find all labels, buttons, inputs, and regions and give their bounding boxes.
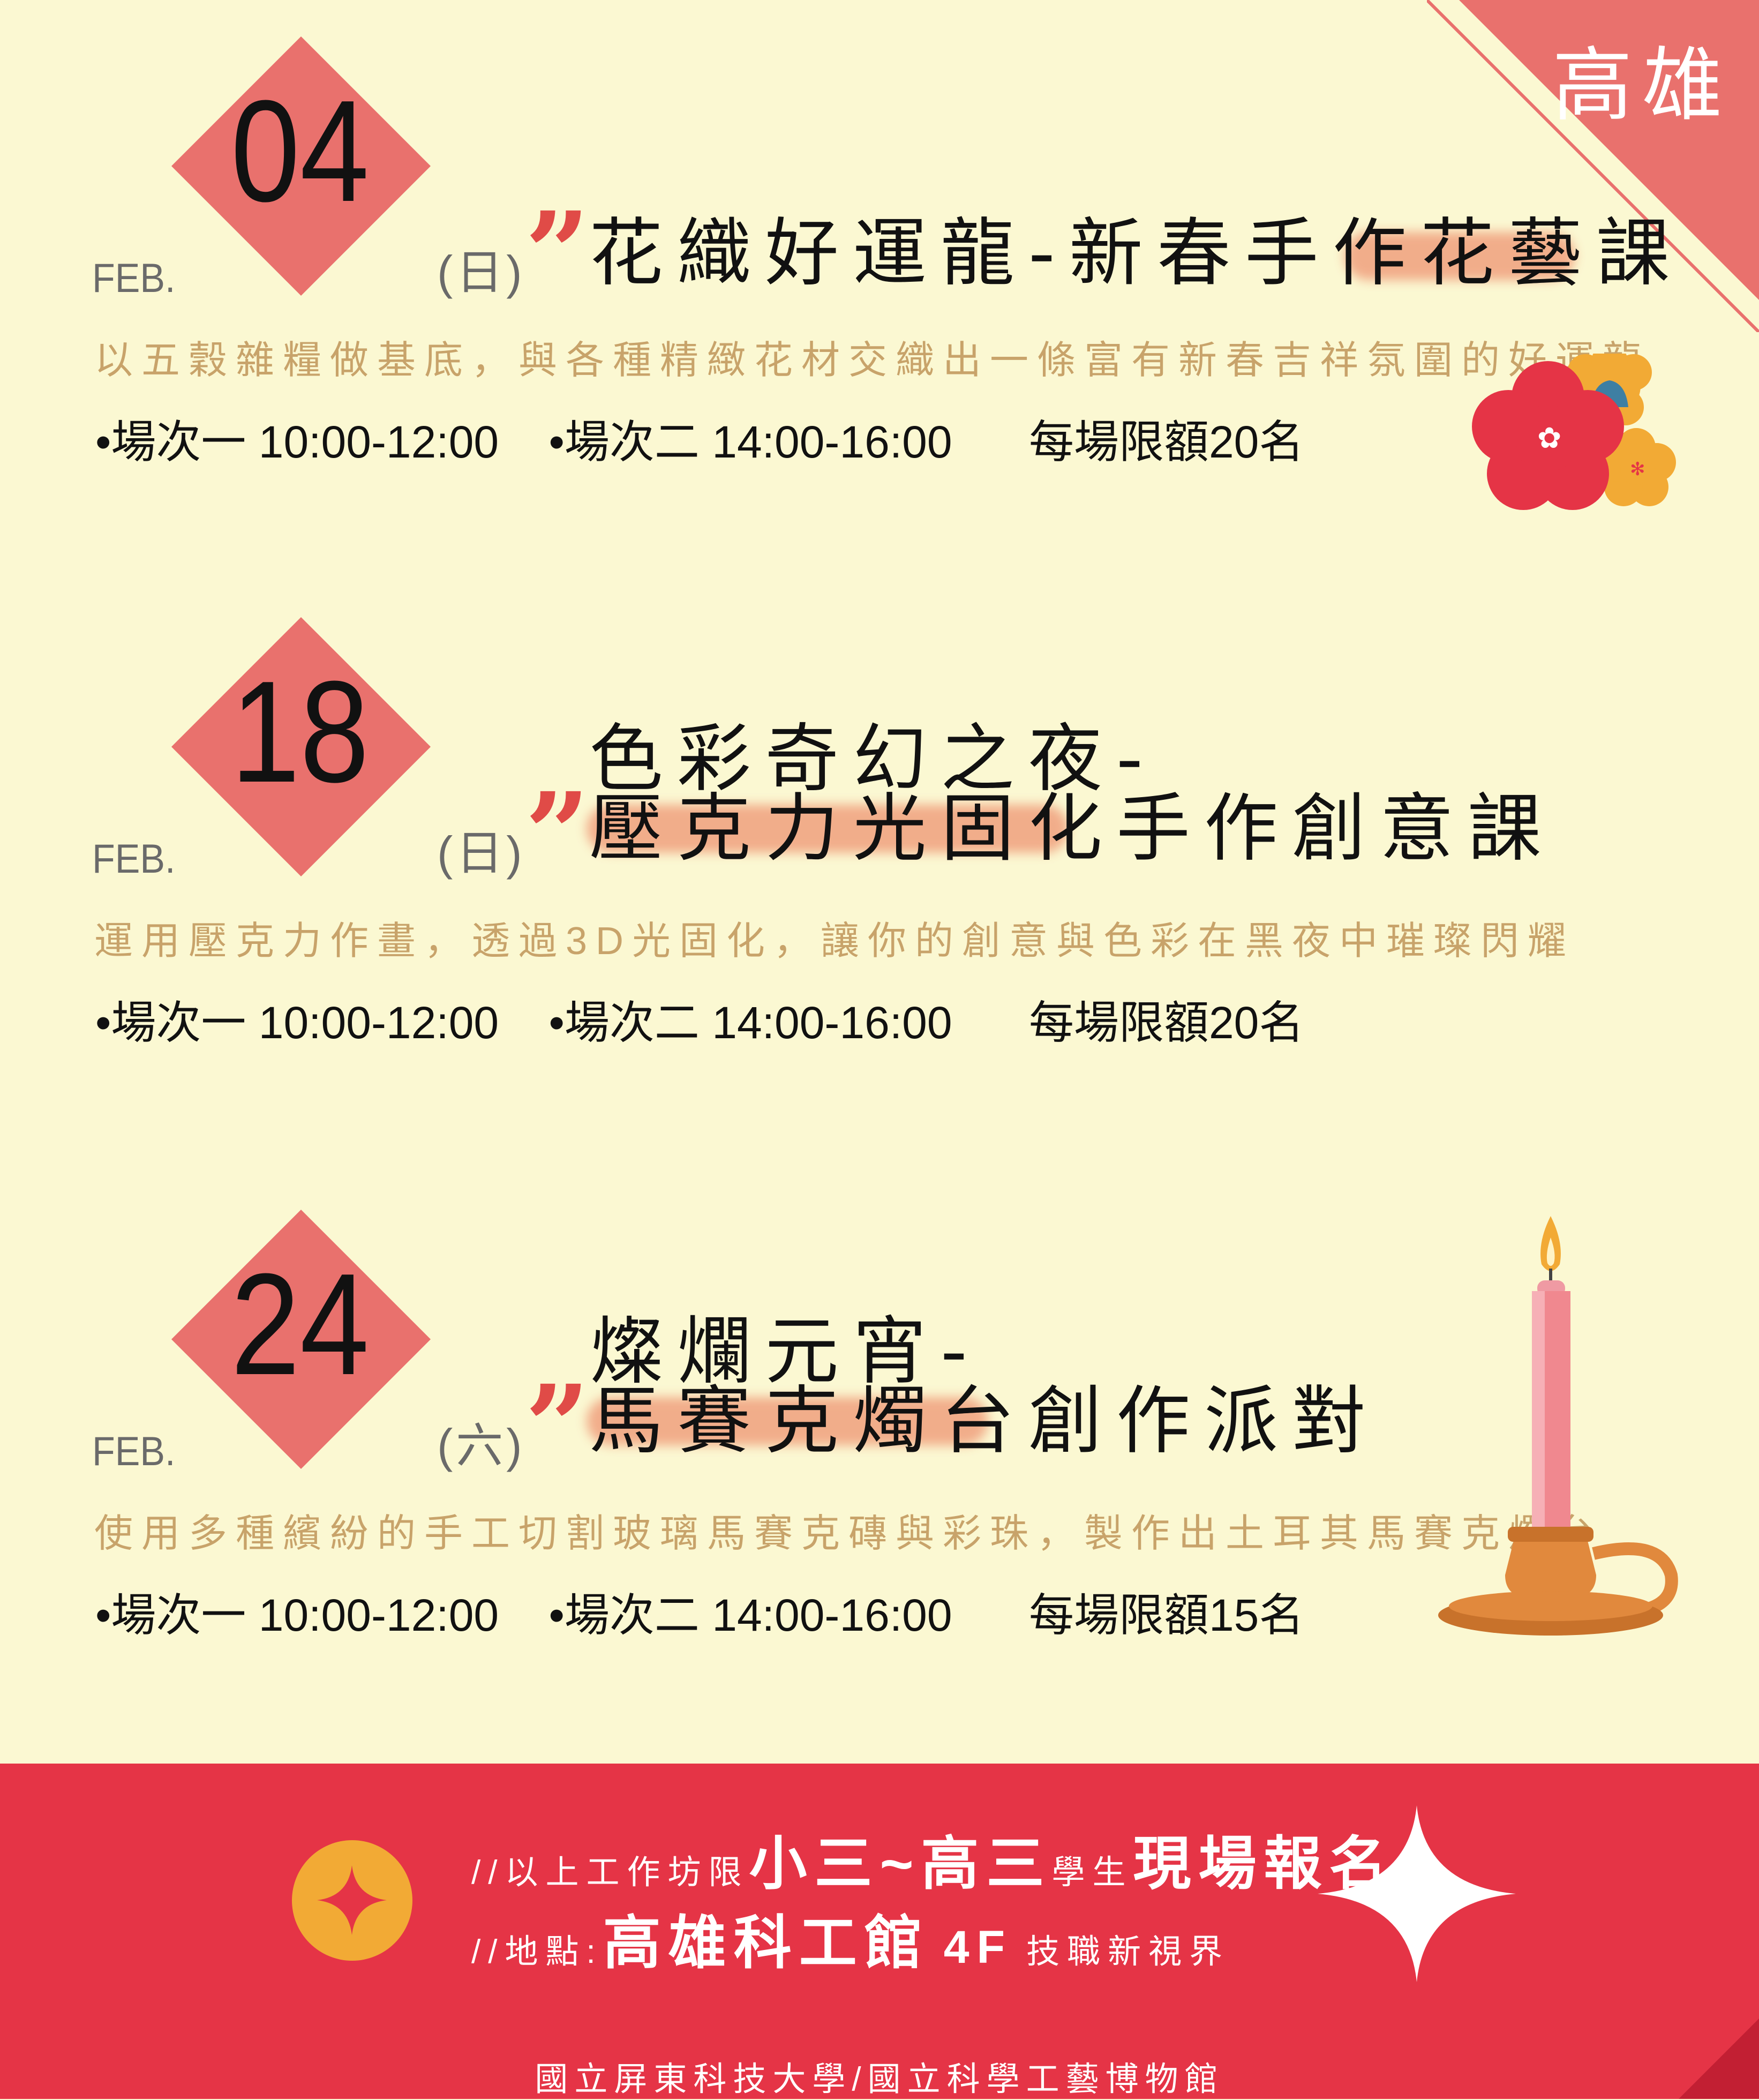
- event-title: 花織好運龍-新春手作花藝課: [589, 210, 1684, 296]
- event-day: 24: [230, 1244, 370, 1405]
- session-1: •場次一 10:00-12:00: [95, 998, 499, 1048]
- date-diamond: [171, 1210, 431, 1469]
- event-sessions: •場次一 10:00-12:00 •場次二 14:00-16:00 每場限額20…: [95, 406, 1304, 471]
- location-prefix: //地點:: [471, 1933, 603, 1970]
- event-title: 色彩奇幻之夜-: [589, 716, 1157, 802]
- session-2: •場次二 14:00-16:00: [548, 998, 952, 1048]
- event-description: 運用壓克力作畫，透過3D光固化，讓你的創意與色彩在黑夜中璀璨閃耀: [94, 920, 1575, 963]
- venue-name: 高雄科工館: [603, 1910, 930, 1975]
- venue-floor: 4F: [943, 1922, 1013, 1973]
- event-description: 以五穀雜糧做基底，與各種精緻花材交織出一條富有新春吉祥氛圍的好運龍: [94, 339, 1650, 382]
- date-diamond: [171, 36, 431, 296]
- corner-badge: [1427, 0, 1759, 332]
- quote-icon: ”: [525, 1360, 590, 1492]
- organizers: 國立屏東科技大學/國立科學工藝博物館: [535, 2061, 1224, 2098]
- event-sessions: •場次一 10:00-12:00 •場次二 14:00-16:00 每場限額15…: [95, 1579, 1304, 1644]
- session-limit: 每場限額15名: [1028, 1590, 1304, 1640]
- title-highlight: [587, 805, 1069, 853]
- title-highlight: [1344, 232, 1575, 280]
- candle-illustration: [1438, 1216, 1678, 1636]
- quote-icon: ”: [525, 187, 590, 319]
- location-line: //地點:高雄科工館 4F 技職新視界: [471, 1896, 1230, 1980]
- flowers-illustration: ✻ ✿: [1472, 354, 1676, 510]
- sparkle-icon-large: [1318, 1805, 1516, 1982]
- session-2: •場次二 14:00-16:00: [548, 1590, 952, 1640]
- title-highlight: [587, 1397, 988, 1445]
- event-day: 04: [230, 71, 370, 232]
- corner-triangle: [1679, 2019, 1759, 2099]
- session-2: •場次二 14:00-16:00: [548, 417, 952, 467]
- event-weekday: (日): [437, 827, 525, 880]
- event-1: 04 FEB. (日) ” 花織好運龍-新春手作花藝課 以五穀雜糧做基底，與各種…: [0, 36, 1759, 572]
- grade-range: 小三~高三: [749, 1831, 1052, 1896]
- city-label: 高雄: [1552, 39, 1732, 132]
- eligibility-prefix: //以上工作坊限: [471, 1854, 749, 1891]
- event-3: 24 FEB. (六) ” 燦爛元宵- 馬賽克燭台創作派對 使用多種繽紛的手工切…: [0, 1210, 1759, 1745]
- event-weekday: (六): [437, 1419, 525, 1472]
- session-limit: 每場限額20名: [1028, 998, 1304, 1048]
- eligibility-line: //以上工作坊限小三~高三學生現場報名: [471, 1817, 1395, 1901]
- event-title-line-2: 壓克力光固化手作創意課: [589, 785, 1556, 872]
- hall-name: 技職新視界: [1026, 1933, 1230, 1970]
- event-day: 18: [230, 651, 370, 813]
- event-sessions: •場次一 10:00-12:00 •場次二 14:00-16:00 每場限額20…: [95, 987, 1304, 1052]
- session-1: •場次一 10:00-12:00: [95, 1590, 499, 1640]
- walk-in-registration: 現場報名: [1133, 1831, 1395, 1896]
- svg-text:✻: ✻: [1630, 459, 1645, 480]
- bottom-banner: [0, 1764, 1759, 2099]
- event-month: FEB.: [92, 836, 176, 882]
- sparkle-icon: [317, 1865, 387, 1935]
- date-diamond: [171, 617, 431, 876]
- event-month: FEB.: [92, 256, 176, 301]
- event-2: 18 FEB. (日) ” 色彩奇幻之夜- 壓克力光固化手作創意課 運用壓克力作…: [0, 617, 1759, 1153]
- session-1: •場次一 10:00-12:00: [95, 417, 499, 467]
- quote-icon: ”: [525, 768, 590, 900]
- event-weekday: (日): [437, 246, 525, 299]
- event-description: 使用多種繽紛的手工切割玻璃馬賽克磚與彩珠，製作出土耳其馬賽克燭台: [94, 1512, 1603, 1555]
- event-title: 燦爛元宵-: [589, 1308, 981, 1394]
- svg-text:✿: ✿: [1537, 421, 1561, 455]
- session-limit: 每場限額20名: [1028, 417, 1304, 467]
- event-title-line-2: 馬賽克燭台創作派對: [589, 1378, 1380, 1464]
- students-label: 學生: [1051, 1854, 1133, 1891]
- event-month: FEB.: [92, 1429, 176, 1474]
